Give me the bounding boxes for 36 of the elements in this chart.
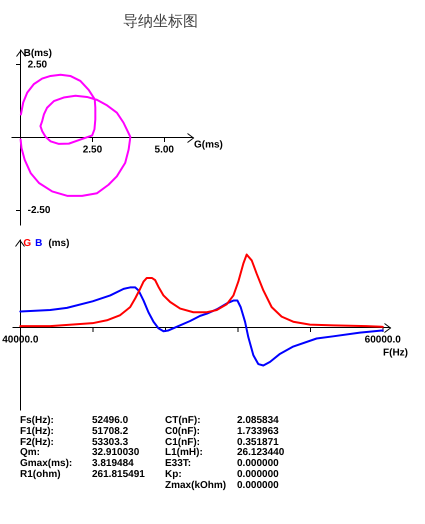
- y-tick-label: -2.50: [28, 205, 51, 216]
- text: Fs(Hz):: [20, 415, 55, 426]
- text: F2(Hz):: [20, 436, 55, 448]
- x-axis-title: G(ms): [194, 139, 223, 150]
- text: Qm:: [20, 447, 40, 458]
- text: 26.123440: [237, 447, 286, 459]
- text: C1(nF):: [165, 436, 200, 448]
- text: C0(nF):: [165, 426, 201, 437]
- text: B: [35, 238, 42, 249]
- x-tick-label: 5.00: [154, 144, 174, 156]
- text: CT(nF):: [165, 415, 202, 426]
- y-axis-title: B(ms): [24, 48, 52, 59]
- text: 3.819484: [92, 458, 135, 470]
- text: 32.910030: [92, 447, 140, 459]
- text: 51708.2: [92, 426, 130, 438]
- text: 0.000000: [237, 480, 280, 492]
- text: Kp:: [165, 468, 183, 480]
- text: Gmax(ms):: [20, 458, 74, 470]
- text: 0.000000: [237, 458, 280, 470]
- text: G: [23, 238, 32, 249]
- text: 0.351871: [237, 436, 280, 448]
- chart-title: 导纳坐标图: [123, 12, 198, 31]
- text: 2.085834: [237, 415, 280, 427]
- text: L1(mH):: [165, 447, 204, 459]
- text: F1(Hz):: [20, 426, 55, 437]
- y-axis-title: (ms): [48, 238, 70, 249]
- text: 53303.3: [92, 436, 130, 448]
- text: 261.815491: [92, 468, 146, 481]
- x-tick-label: 60000.0: [364, 334, 402, 346]
- text: 52496.0: [92, 415, 130, 427]
- text: E33T:: [165, 458, 192, 470]
- x-axis-title: F(Hz): [383, 347, 408, 358]
- text: Zmax(kOhm): [165, 480, 228, 492]
- text: R1(ohm): [20, 468, 62, 481]
- text: 0.000000: [237, 468, 280, 481]
- text: 1.733963: [237, 426, 280, 438]
